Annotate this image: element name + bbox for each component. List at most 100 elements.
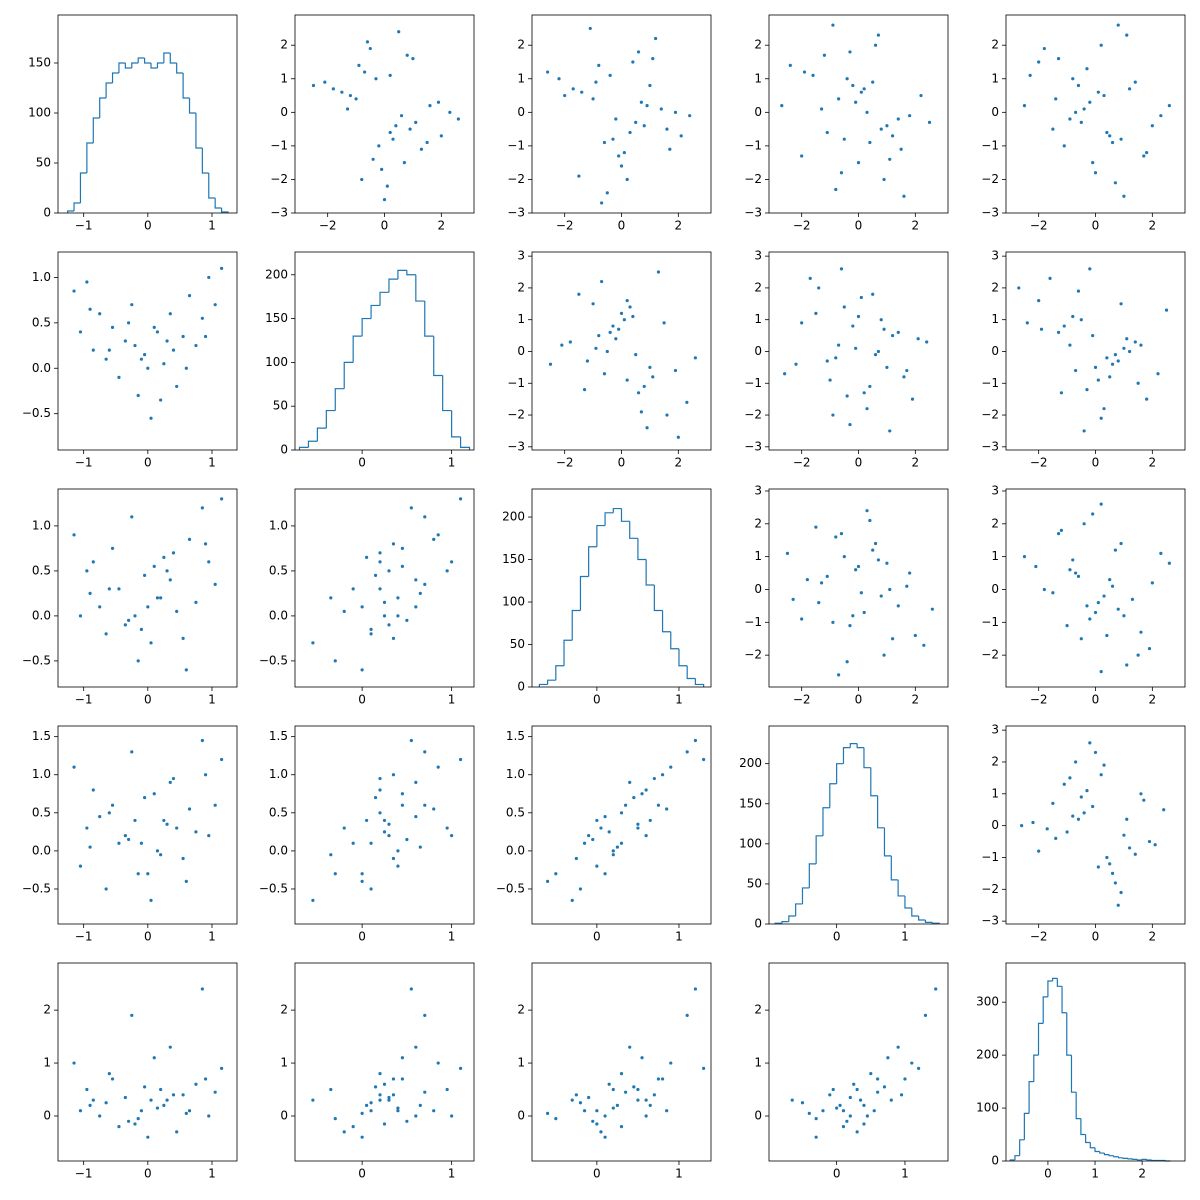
x-tick-label: 0 — [833, 930, 841, 944]
point — [1127, 87, 1132, 91]
point — [88, 307, 92, 311]
y-tick-label: −2 — [981, 882, 999, 896]
hist-step — [1033, 1054, 1039, 1082]
point — [640, 792, 644, 796]
y-tick-label: 1 — [517, 1056, 525, 1070]
point — [368, 46, 372, 51]
point — [387, 1095, 391, 1100]
x-tick-label: 1 — [675, 1167, 683, 1181]
point — [656, 270, 661, 274]
point — [845, 1119, 849, 1123]
point — [1082, 522, 1086, 526]
point — [207, 560, 211, 564]
point — [1164, 308, 1169, 312]
point — [862, 1103, 866, 1108]
point — [1076, 817, 1081, 821]
point — [617, 154, 621, 158]
y-tick-label: −1 — [507, 376, 525, 390]
point — [130, 303, 134, 307]
point — [1125, 337, 1129, 341]
point — [405, 53, 409, 57]
point — [645, 104, 649, 108]
hist-step — [459, 436, 471, 450]
point — [432, 537, 436, 542]
point — [411, 57, 415, 61]
point — [333, 872, 337, 876]
point — [665, 1109, 669, 1113]
point — [622, 318, 626, 322]
point — [888, 157, 892, 161]
point — [360, 1135, 364, 1139]
point — [1133, 340, 1137, 344]
point — [133, 1122, 137, 1126]
axes-frame — [57, 962, 238, 1162]
point — [605, 191, 609, 195]
point — [98, 815, 102, 819]
point — [838, 1103, 842, 1108]
point — [423, 515, 427, 519]
y-tick-label: 0 — [517, 344, 525, 358]
point — [876, 558, 880, 562]
y-tick-label: 1 — [754, 549, 762, 563]
point — [1142, 798, 1146, 802]
point — [369, 1109, 373, 1113]
axes-frame — [1005, 251, 1186, 451]
point — [871, 292, 875, 296]
y-tick-label: 2 — [517, 38, 525, 52]
hist-step — [137, 57, 145, 63]
y-tick-label: 0 — [280, 1109, 288, 1123]
y-tick-label: 1 — [754, 1056, 762, 1070]
panel: −1 0 1 −0.5 0.0 0.5 1.0 — [22, 488, 238, 707]
point — [187, 537, 192, 542]
point — [91, 1098, 95, 1102]
y-tick-label: 0.0 — [32, 843, 51, 857]
hist-step — [1141, 1158, 1147, 1161]
point — [1076, 83, 1081, 88]
point — [405, 1119, 409, 1123]
point — [839, 532, 844, 536]
point — [357, 63, 361, 67]
point — [400, 1056, 404, 1060]
point — [862, 610, 866, 615]
point — [450, 1114, 454, 1118]
y-tick-label: 0.5 — [269, 805, 288, 819]
point — [854, 346, 858, 350]
point — [578, 887, 583, 891]
point — [636, 826, 640, 830]
point — [615, 1103, 619, 1108]
point — [868, 518, 872, 523]
point — [1145, 150, 1149, 155]
point — [896, 604, 900, 608]
x-tick-label: −2 — [319, 219, 337, 233]
point — [98, 605, 102, 609]
y-tick-label: −3 — [744, 206, 762, 220]
point — [665, 127, 669, 131]
point — [104, 357, 108, 361]
point — [825, 130, 829, 135]
axes-frame — [1005, 14, 1186, 214]
point — [563, 93, 567, 98]
point — [619, 311, 624, 315]
point — [835, 1106, 839, 1110]
point — [409, 738, 413, 743]
point — [653, 36, 658, 41]
point — [821, 1109, 825, 1113]
x-tick-label: −1 — [75, 456, 93, 470]
point — [651, 375, 655, 379]
y-tick-label: 150 — [502, 552, 525, 566]
point — [331, 87, 335, 91]
x-tick-label: −2 — [1030, 219, 1048, 233]
point — [414, 1045, 418, 1049]
point — [139, 841, 144, 845]
axes-frame — [768, 962, 949, 1162]
hist-step — [144, 58, 152, 64]
point — [91, 560, 95, 564]
point — [856, 314, 861, 319]
point — [791, 597, 795, 601]
hist-step — [863, 747, 871, 769]
point — [858, 1098, 863, 1102]
x-tick-label: −2 — [1030, 930, 1048, 944]
y-tick-label: −3 — [981, 439, 999, 453]
hist-step — [415, 274, 425, 302]
point — [104, 887, 108, 891]
